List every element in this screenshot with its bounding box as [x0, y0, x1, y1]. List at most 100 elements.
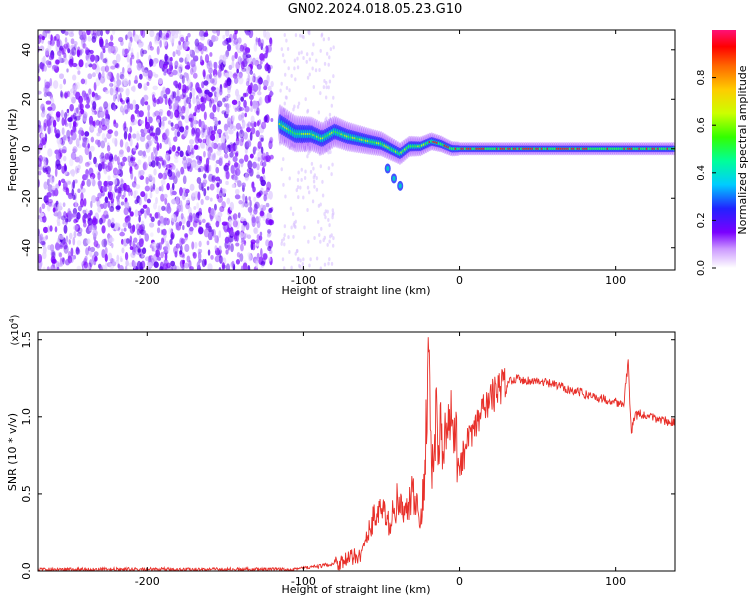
heatmap-cell: [294, 224, 297, 229]
heatmap-cell: [244, 195, 248, 204]
heatmap-cell: [235, 136, 240, 146]
heatmap-cell: [214, 245, 218, 251]
heatmap-cell: [216, 182, 220, 188]
heatmap-cell: [38, 234, 43, 244]
heatmap-cell: [39, 212, 45, 218]
heatmap-cell: [122, 222, 128, 228]
heatmap-cell: [234, 51, 238, 60]
heatmap-cell: [250, 115, 255, 124]
heatmap-cell: [55, 152, 61, 161]
heatmap-cell: [132, 133, 137, 139]
heatmap-cell: [281, 53, 285, 58]
heatmap-cell: [127, 101, 131, 109]
heatmap-cell: [238, 71, 243, 78]
heatmap-cell: [206, 136, 212, 146]
heatmap-cell: [190, 153, 195, 159]
heatmap-cell: [281, 257, 285, 262]
heatmap-cell: [161, 119, 165, 127]
heatmap-cell: [328, 55, 331, 60]
heatmap-cell: [130, 114, 135, 123]
heatmap-cell: [196, 261, 201, 269]
heatmap-cell: [43, 85, 48, 94]
heatmap-cell: [198, 207, 202, 215]
heatmap-cell: [104, 65, 109, 73]
heatmap-cell: [231, 183, 236, 189]
heatmap-cell: [73, 224, 79, 231]
heatmap-cell: [105, 39, 109, 45]
heatmap-cell: [240, 265, 244, 270]
heatmap-cell: [105, 180, 111, 188]
heatmap-cell: [69, 103, 74, 112]
heatmap-cell: [82, 214, 86, 223]
heatmap-cell: [130, 154, 134, 164]
heatmap-cell: [148, 173, 152, 179]
heatmap-cell: [45, 100, 52, 105]
heatmap-cell: [114, 185, 118, 193]
heatmap-cell: [183, 41, 188, 51]
heatmap-cell: [49, 201, 54, 208]
heatmap-cell: [38, 75, 41, 82]
heatmap-cell: [43, 65, 47, 72]
colorbar-tick-label: 0.8: [696, 70, 707, 86]
heatmap-cell: [237, 212, 241, 219]
heatmap-cell: [177, 146, 181, 152]
heatmap-cell: [146, 198, 152, 204]
heatmap-cell: [152, 176, 156, 185]
heatmap-cell: [299, 185, 302, 190]
heatmap-cell: [123, 126, 129, 133]
heatmap-cell: [130, 170, 134, 180]
heatmap-cell: [248, 196, 251, 201]
snr-x-label: Height of straight line (km): [281, 583, 430, 596]
heatmap-cell: [66, 42, 70, 51]
heatmap-cell: [267, 93, 272, 103]
heatmap-cell: [55, 159, 61, 167]
heatmap-cell: [238, 199, 243, 205]
heatmap-cell: [239, 232, 245, 239]
spectrogram-y-tick-label: -40: [20, 239, 33, 257]
heatmap-cell: [207, 39, 212, 46]
heatmap-cell: [147, 44, 151, 51]
heatmap-cell: [143, 94, 149, 101]
heatmap-cell: [258, 96, 263, 106]
heatmap-cell: [90, 30, 95, 36]
heatmap-cell: [76, 46, 81, 56]
heatmap-cell: [68, 58, 74, 68]
heatmap-cell: [253, 146, 257, 152]
heatmap-cell: [218, 59, 224, 66]
heatmap-cell: [108, 191, 113, 200]
heatmap-cell: [158, 108, 164, 114]
heatmap-cell: [133, 190, 137, 199]
heatmap-cell: [158, 172, 163, 179]
heatmap-cell: [129, 137, 133, 147]
heatmap-cell: [70, 44, 75, 50]
heatmap-cell: [299, 258, 302, 263]
heatmap-cell: [68, 239, 71, 245]
spectrogram-x-tick-label: 0: [456, 274, 463, 287]
heatmap-cell: [160, 179, 166, 185]
heatmap-cell: [39, 45, 45, 52]
heatmap-cell: [248, 253, 252, 262]
heatmap-cell: [331, 243, 335, 248]
heatmap-cell: [249, 153, 254, 159]
heatmap-cell: [177, 82, 182, 91]
heatmap-cell: [198, 30, 204, 37]
heatmap-cell: [247, 206, 253, 213]
heatmap-cell: [329, 149, 332, 154]
heatmap-cell: [290, 73, 293, 78]
colorbar-gradient: [712, 30, 736, 268]
heatmap-cell: [185, 202, 191, 210]
heatmap-cell: [180, 204, 184, 213]
heatmap-cell: [190, 121, 194, 128]
heatmap-cell: [106, 144, 111, 152]
heatmap-cell: [72, 148, 77, 153]
heatmap-cell: [161, 184, 164, 192]
heatmap-cell: [65, 235, 69, 243]
colorbar-ticks: 0.0 0.2 0.4 0.6 0.8: [696, 70, 716, 276]
heatmap-cell: [253, 227, 259, 235]
heatmap-cell: [296, 178, 300, 183]
heatmap-cell: [286, 46, 290, 51]
heatmap-cell: [184, 262, 190, 269]
heatmap-cell: [200, 36, 205, 41]
heatmap-cell: [89, 54, 96, 62]
heatmap-cell: [160, 237, 165, 245]
